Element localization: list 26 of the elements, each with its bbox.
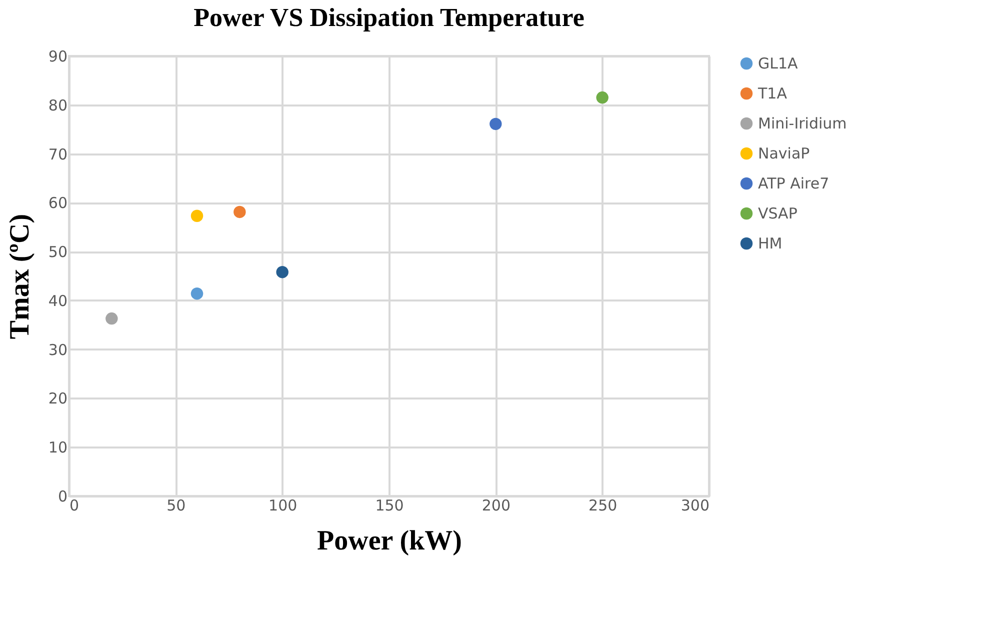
- legend-label: HM: [758, 234, 782, 252]
- chart-title: Power VS Dissipation Temperature: [194, 3, 584, 32]
- legend-label: GL1A: [758, 54, 799, 72]
- legend-label: Mini-Iridium: [758, 114, 847, 132]
- x-tick-label: 0: [70, 496, 80, 514]
- y-tick-label: 40: [48, 292, 68, 310]
- x-tick-label: 150: [375, 496, 404, 514]
- x-tick-label: 300: [680, 496, 710, 514]
- y-tick-label: 10: [48, 438, 68, 457]
- y-tick-label: 30: [48, 340, 68, 359]
- y-axis-title: Tmax (ºC): [4, 214, 36, 340]
- legend-label: T1A: [757, 84, 788, 102]
- legend-label: ATP Aire7: [758, 174, 830, 192]
- y-tick-label: 20: [48, 390, 68, 408]
- legend-label: NaviaP: [758, 144, 810, 162]
- y-tick-label: 60: [48, 194, 68, 212]
- x-tick-label: 250: [588, 496, 618, 514]
- legend-label: VSAP: [758, 204, 798, 222]
- y-tick-label: 70: [48, 145, 68, 164]
- y-tick-label: 80: [48, 96, 68, 114]
- x-tick-label: 100: [268, 496, 298, 514]
- x-tick-label: 200: [482, 496, 510, 514]
- x-axis-title: Power (kW): [317, 526, 462, 556]
- x-tick-label: 50: [166, 496, 186, 514]
- y-tick-label: 90: [48, 48, 68, 66]
- y-tick-label: 50: [48, 243, 68, 262]
